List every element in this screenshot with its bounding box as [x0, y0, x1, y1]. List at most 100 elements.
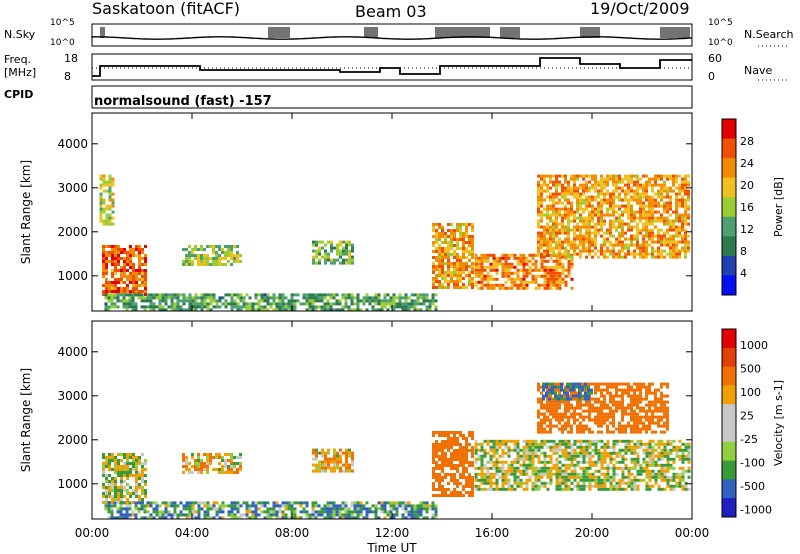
- colorbar-swatch-8: [722, 479, 736, 499]
- velocity-region-2: [312, 448, 354, 473]
- noise-tick-right-top: 10^5: [708, 18, 733, 28]
- nave-tick-bottom: 0: [708, 70, 715, 83]
- colorbar-swatch-7: [722, 255, 736, 276]
- colorbar-swatch-3: [722, 177, 736, 198]
- colorbar-tick-4: -25: [740, 433, 758, 446]
- x-tick-label-5: 20:00: [575, 526, 610, 540]
- x-tick-label-1: 04:00: [175, 526, 210, 540]
- freq-tick-bottom: 8: [64, 70, 71, 83]
- colorbar-tick-6: -500: [740, 480, 765, 493]
- cpid-panel-frame: [91, 85, 693, 109]
- power-region-0: [102, 245, 147, 296]
- noise-spike-5: [580, 27, 600, 38]
- x-tick-label-6: 00:00: [675, 526, 710, 540]
- y-tick-label-2: 3000: [57, 389, 88, 403]
- colorbar-tick-3: 25: [740, 409, 754, 422]
- velocity-region-0: [102, 453, 147, 504]
- velocity-panel: 1000 2000 3000 4000 Slant Range [km] 1000 500 1…: [19, 320, 785, 520]
- y-tick-label-3: 4000: [57, 345, 88, 359]
- cpid-label: CPID: [4, 88, 34, 101]
- y-tick-label-0: 1000: [57, 269, 88, 283]
- noise-spike-4: [500, 27, 520, 38]
- colorbar-swatch-1: [722, 138, 736, 159]
- velocity-region-3: [104, 501, 438, 520]
- colorbar-swatch-1: [722, 347, 736, 368]
- power-region-7: [537, 174, 690, 259]
- station-title: Saskatoon (fitACF): [92, 0, 241, 18]
- colorbar-swatch-7: [722, 460, 736, 480]
- x-tick-label-2: 08:00: [275, 526, 310, 540]
- colorbar-swatch-4: [722, 404, 736, 424]
- colorbar-tick-6: 28: [740, 135, 754, 148]
- nave-tick-top: 60: [708, 52, 722, 65]
- colorbar-tick-5: 24: [740, 157, 754, 170]
- noise-tick-left-bottom: 10^0: [50, 38, 75, 48]
- colorbar-label: Power [dB]: [772, 177, 785, 237]
- nave-label: Nave: [744, 64, 773, 77]
- colorbar-swatch-9: [722, 498, 736, 518]
- freq-panel-frame: [91, 53, 693, 81]
- velocity-region-1: [182, 453, 242, 474]
- colorbar-swatch-3: [722, 385, 736, 405]
- colorbar-tick-2: 100: [740, 386, 761, 399]
- colorbar-swatch-0: [722, 119, 736, 140]
- colorbar-swatch-2: [722, 158, 736, 179]
- colorbar-tick-5: -100: [740, 456, 765, 469]
- noise-spike-3: [435, 27, 490, 38]
- colorbar-swatch-5: [722, 216, 736, 237]
- noise-spike-6: [660, 27, 690, 38]
- noise-tick-left-top: 10^5: [50, 18, 75, 28]
- noise-spike-2: [364, 27, 378, 38]
- y-tick-label-1: 2000: [57, 433, 88, 447]
- velocity-region-6: [537, 382, 669, 434]
- power-panel: 1000 2000 3000 4000 Slant Range [km] 4 8 12 16 20…: [19, 112, 785, 312]
- colorbar-frame: [721, 328, 737, 518]
- cpid-value: normalsound (fast) -157: [94, 94, 272, 109]
- colorbar-tick-4: 20: [740, 179, 754, 192]
- y-tick-label-3: 4000: [57, 137, 88, 151]
- colorbar-swatch-4: [722, 197, 736, 218]
- colorbar-swatch-0: [722, 329, 736, 349]
- freq-label: Freq.: [4, 53, 32, 66]
- colorbar-tick-1: 8: [740, 245, 747, 258]
- y-axis-label: Slant Range [km]: [19, 368, 33, 472]
- colorbar-frame: [721, 118, 737, 296]
- noise-spike-1: [268, 27, 290, 38]
- colorbar-swatch-8: [722, 275, 736, 296]
- noise-sky-trace: [91, 36, 693, 40]
- y-tick-label-1: 2000: [57, 225, 88, 239]
- power-region-6: [474, 253, 574, 290]
- colorbar-tick-0: 1000: [740, 339, 768, 352]
- power-region-1: [99, 174, 115, 226]
- nsky-label: N.Sky: [4, 28, 36, 41]
- colorbar-swatch-6: [722, 441, 736, 462]
- y-tick-label-0: 1000: [57, 477, 88, 491]
- velocity-region-4: [432, 431, 474, 497]
- nsearch-label: N.Search: [744, 28, 794, 41]
- noise-spike-0: [100, 27, 105, 38]
- x-tick-label-4: 16:00: [475, 526, 510, 540]
- x-tick-label-3: 12:00: [375, 526, 410, 540]
- y-axis-label: Slant Range [km]: [19, 160, 33, 264]
- colorbar-swatch-5: [722, 423, 736, 443]
- colorbar-tick-1: 500: [740, 362, 761, 375]
- velocity-region-5: [474, 439, 691, 491]
- colorbar-swatch-2: [722, 366, 736, 386]
- beam-label: Beam 03: [355, 2, 427, 21]
- colorbar-label: Velocity [m s-1]: [772, 380, 785, 466]
- velocity-region-7: [542, 382, 593, 401]
- freq-tick-top: 18: [64, 52, 78, 65]
- colorbar-tick-3: 16: [740, 201, 754, 214]
- colorbar-swatch-6: [722, 236, 736, 257]
- noise-tick-right-bottom: 10^0: [708, 38, 733, 48]
- power-region-5: [432, 223, 474, 289]
- freq-unit-label: [MHz]: [4, 66, 37, 79]
- colorbar-tick-2: 12: [740, 223, 754, 236]
- colorbar-tick-7: -1000: [740, 503, 772, 516]
- power-region-2: [182, 245, 242, 266]
- noise-panel-frame: [91, 23, 693, 47]
- power-region-3: [312, 240, 354, 265]
- x-axis-label: Time UT: [366, 541, 417, 554]
- y-tick-label-2: 3000: [57, 181, 88, 195]
